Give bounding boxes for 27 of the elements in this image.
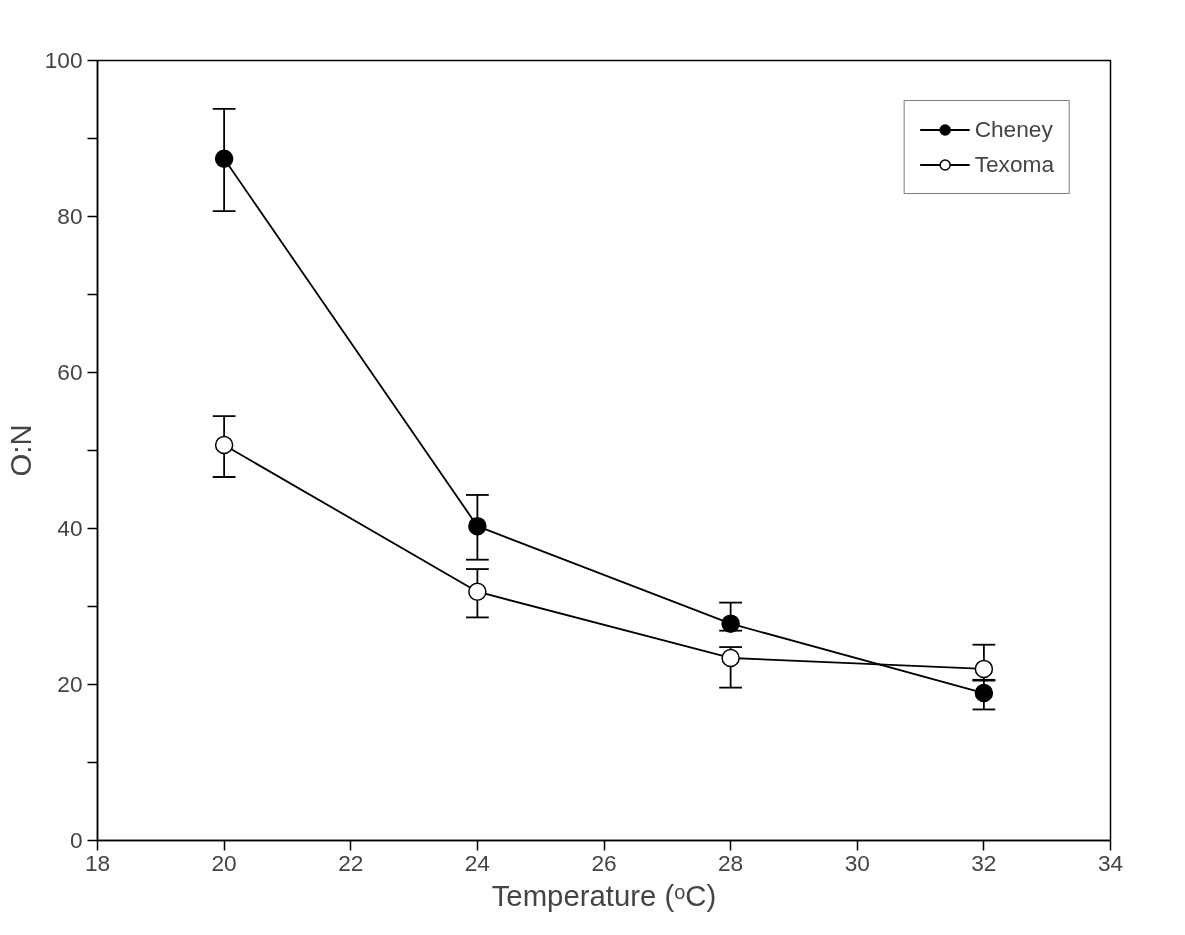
y-axis-title: O:N [3,424,37,477]
point [721,614,740,633]
x-tick-label: 22 [338,849,364,876]
y-tick-label: 80 [57,203,83,229]
y-tick-label: 100 [44,47,83,73]
point [468,516,487,536]
x-tick-label: 32 [971,849,997,876]
point [721,648,740,668]
point [214,435,234,455]
x-tick-label: 28 [718,849,744,876]
legend-label: Cheney [974,116,1053,143]
point [974,683,994,703]
y-tick-label: 40 [57,515,83,541]
y-tick-label: 20 [57,671,83,697]
x-tick-label: 18 [84,849,111,876]
x-tick-label: 30 [844,849,870,876]
x-tick-label: 20 [211,849,237,876]
point [974,659,994,679]
x-axis-title: Temperature (ᵒC) [491,878,717,912]
x-tick-label: 26 [591,849,617,876]
x-tick-label: 24 [464,849,490,876]
point [214,149,234,169]
y-tick-label: 60 [57,359,83,385]
x-tick-label: 34 [1097,849,1124,876]
y-tick-label: 0 [69,827,83,853]
point [468,582,487,601]
legend-label: Texoma [974,151,1054,178]
